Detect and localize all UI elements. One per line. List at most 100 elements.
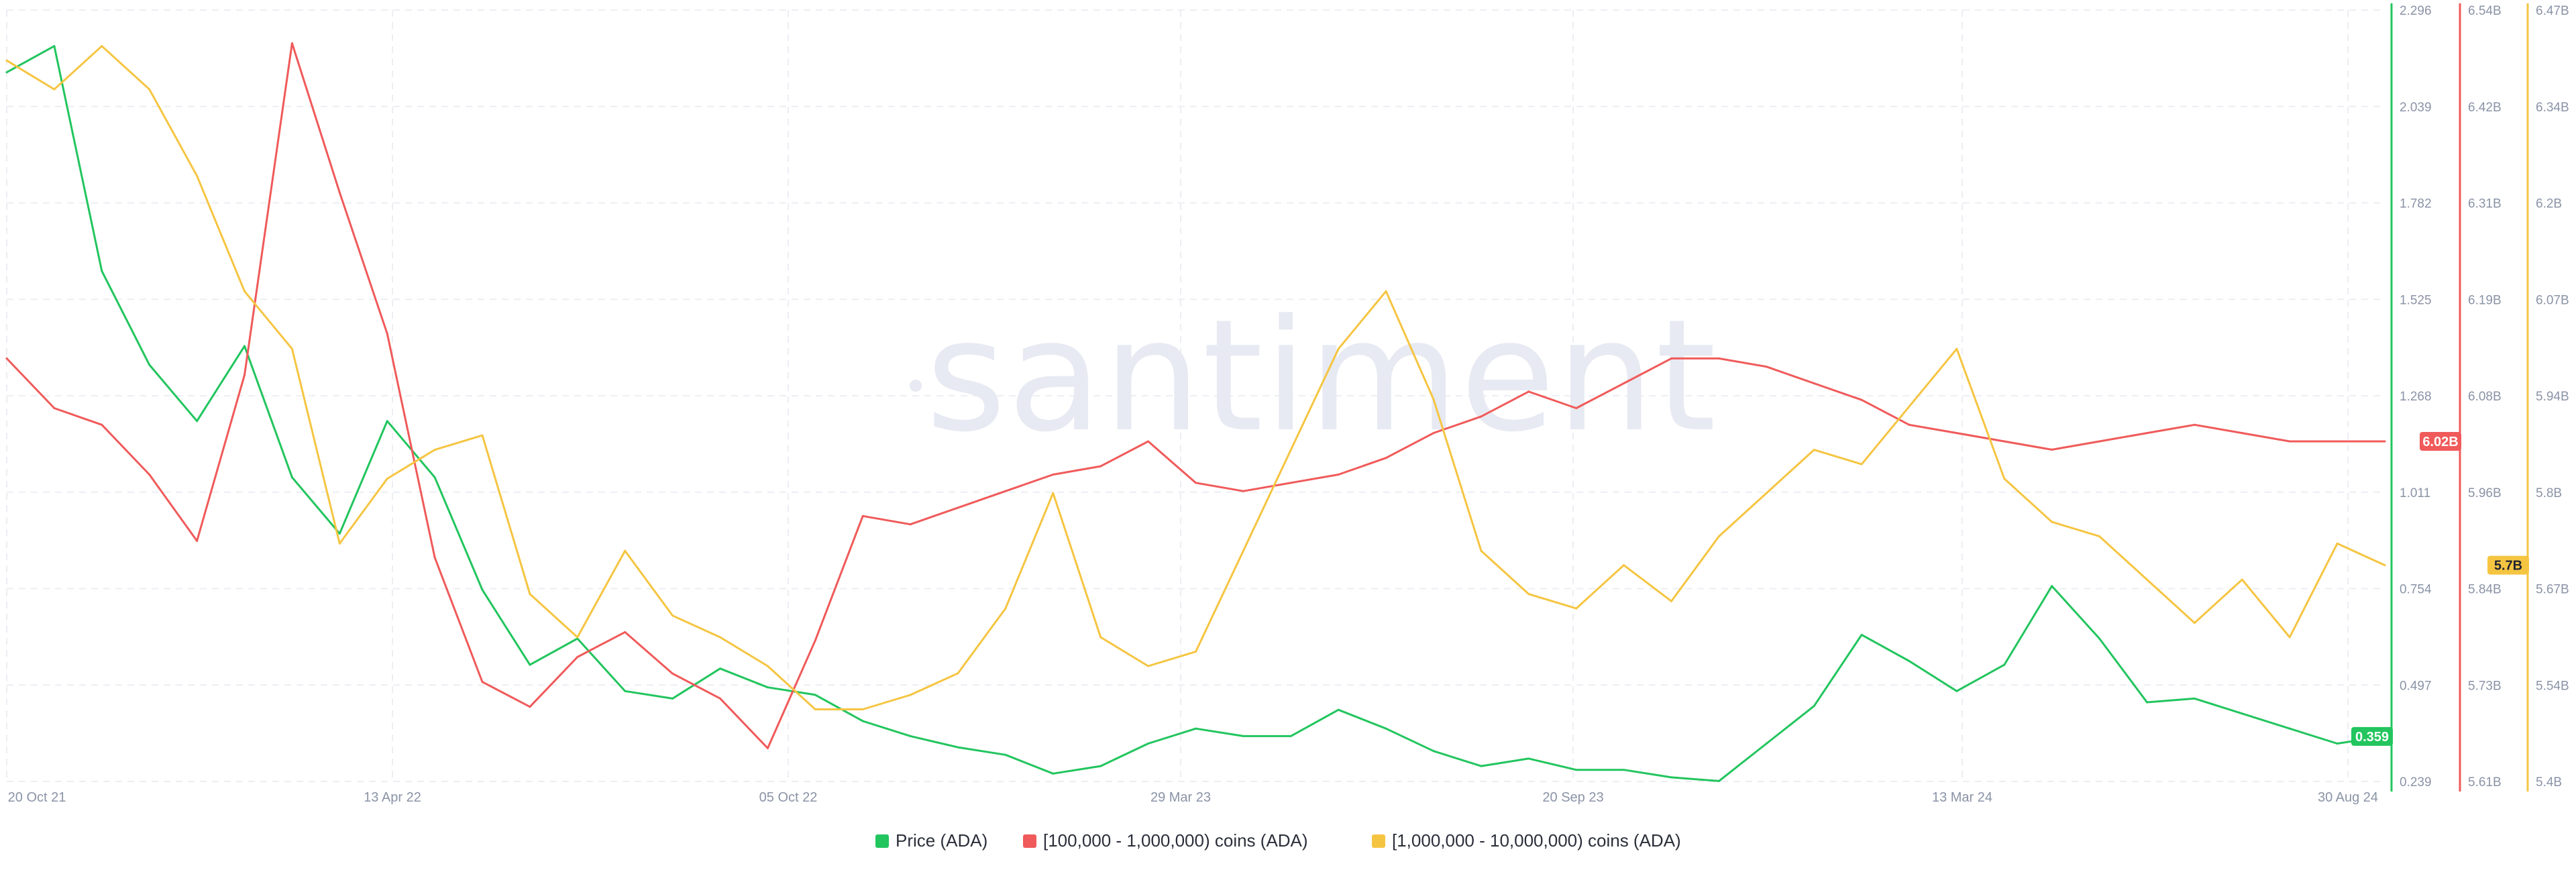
series-point-tier100k (1670, 357, 1672, 360)
series-point-tier100k (5, 357, 8, 360)
series-point-tier1m (814, 708, 816, 710)
series-point-tier1m (338, 542, 341, 545)
series-point-tier1m (1385, 290, 1387, 292)
series-point-price (1337, 708, 1340, 711)
series-point-tier1m (672, 614, 674, 617)
series-point-tier100k (481, 681, 484, 684)
y-tick-label-tier100k: 6.08B (2468, 390, 2502, 404)
series-point-price (2146, 701, 2148, 704)
y-tick-label-tier100k: 6.31B (2468, 197, 2502, 211)
series-point-tier1m (719, 636, 721, 639)
series-point-tier1m (1480, 549, 1483, 552)
series-point-tier1m (624, 549, 627, 552)
y-tick-label-tier100k: 6.19B (2468, 293, 2502, 307)
series-point-tier1m (909, 694, 912, 696)
series-point-tier100k (386, 332, 388, 335)
series-point-tier1m (101, 45, 103, 48)
last-value-label-price: 0.359 (2355, 730, 2389, 745)
series-point-tier100k (1717, 357, 1720, 360)
series-point-tier100k (576, 656, 579, 658)
series-point-tier100k (672, 672, 674, 675)
last-value-label-tier100k: 6.02B (2422, 435, 2458, 449)
series-point-tier100k (1623, 382, 1625, 384)
series-point-price (1099, 765, 1102, 767)
series-point-tier100k (433, 556, 436, 559)
series-point-tier100k (1052, 474, 1055, 476)
series-point-tier1m (1195, 651, 1197, 653)
series-point-price (1623, 769, 1625, 771)
series-point-tier100k (1147, 440, 1150, 443)
series-point-price (957, 746, 959, 749)
series-point-tier1m (766, 665, 769, 667)
y-tick-label-price: 1.525 (2400, 293, 2432, 307)
x-tick-label: 29 Mar 23 (1150, 790, 1211, 805)
series-point-price (2098, 637, 2101, 640)
series-point-tier100k (909, 523, 912, 526)
series-point-price (1575, 769, 1578, 771)
series-point-tier1m (1813, 449, 1815, 451)
y-tick-label-price: 2.039 (2400, 101, 2432, 115)
series-point-tier100k (1004, 490, 1007, 492)
last-value-badge-tier100k (2420, 432, 2461, 451)
series-point-tier1m (196, 174, 199, 177)
series-point-tier1m (481, 434, 484, 437)
series-point-tier1m (1337, 347, 1340, 350)
series-point-tier100k (624, 631, 627, 633)
series-point-tier1m (576, 636, 579, 639)
series-point-tier1m (2241, 578, 2243, 581)
series-point-price (719, 667, 721, 670)
series-point-tier100k (101, 423, 103, 426)
series-point-tier100k (529, 706, 531, 708)
series-point-tier100k (1337, 474, 1340, 476)
series-point-tier100k (1575, 407, 1578, 409)
badge-layer: 0.359 6.02B 5.7B (2351, 432, 2529, 746)
y-tick-label-tier1m: 6.47B (2536, 4, 2569, 18)
series-point-tier100k (53, 407, 56, 409)
series-point-tier1m (433, 449, 436, 451)
series-point-tier1m (1908, 405, 1911, 408)
series-point-tier100k (1242, 490, 1244, 492)
series-point-tier1m (1099, 636, 1102, 639)
y-tick-label-tier100k: 6.42B (2468, 101, 2502, 115)
series-point-tier100k (2288, 440, 2291, 443)
series-point-tier1m (1575, 607, 1578, 610)
series-point-price (481, 588, 484, 591)
legend-label: [1,000,000 - 10,000,000) coins (ADA) (1392, 830, 1681, 851)
series-point-price (2288, 727, 2291, 730)
y-tick-label-price: 1.011 (2400, 486, 2430, 500)
series-point-price (244, 345, 246, 347)
series-point-tier100k (244, 374, 246, 376)
series-point-tier1m (5, 59, 8, 62)
series-point-tier1m (1242, 549, 1244, 552)
series-point-price (2003, 663, 2006, 666)
y-tick-label-tier100k: 5.73B (2468, 679, 2502, 693)
y-tick-label-tier1m: 6.34B (2536, 101, 2569, 115)
series-point-price (814, 694, 816, 696)
series-point-tier1m (2336, 542, 2339, 545)
series-point-price (1147, 743, 1150, 745)
series-point-tier1m (1860, 463, 1863, 466)
series-point-tier1m (244, 290, 246, 292)
series-point-tier100k (2193, 423, 2196, 426)
y-tick-label-price: 0.239 (2400, 775, 2432, 789)
series-point-tier100k (1289, 482, 1292, 484)
series-point-tier100k (2336, 440, 2339, 443)
series-point-price (290, 476, 293, 479)
series-point-tier100k (861, 514, 864, 517)
series-point-tier1m (2098, 535, 2101, 538)
series-point-price (5, 71, 8, 74)
series-point-tier1m (386, 478, 388, 480)
series-point-tier100k (1955, 432, 1958, 435)
series-point-price (433, 476, 436, 479)
series-point-tier100k (1099, 465, 1102, 468)
series-point-price (2051, 585, 2053, 588)
legend-label: [100,000 - 1,000,000) coins (ADA) (1043, 830, 1308, 851)
y-tick-label-tier100k: 5.96B (2468, 486, 2502, 500)
watermark-dot-left (910, 380, 922, 392)
santiment-watermark: santiment (926, 287, 1717, 466)
series-point-tier100k (719, 697, 721, 700)
y-tick-label-tier1m: 5.4B (2536, 775, 2562, 789)
series-layer (5, 42, 2386, 782)
y-tick-label-tier100k: 5.84B (2468, 583, 2502, 597)
